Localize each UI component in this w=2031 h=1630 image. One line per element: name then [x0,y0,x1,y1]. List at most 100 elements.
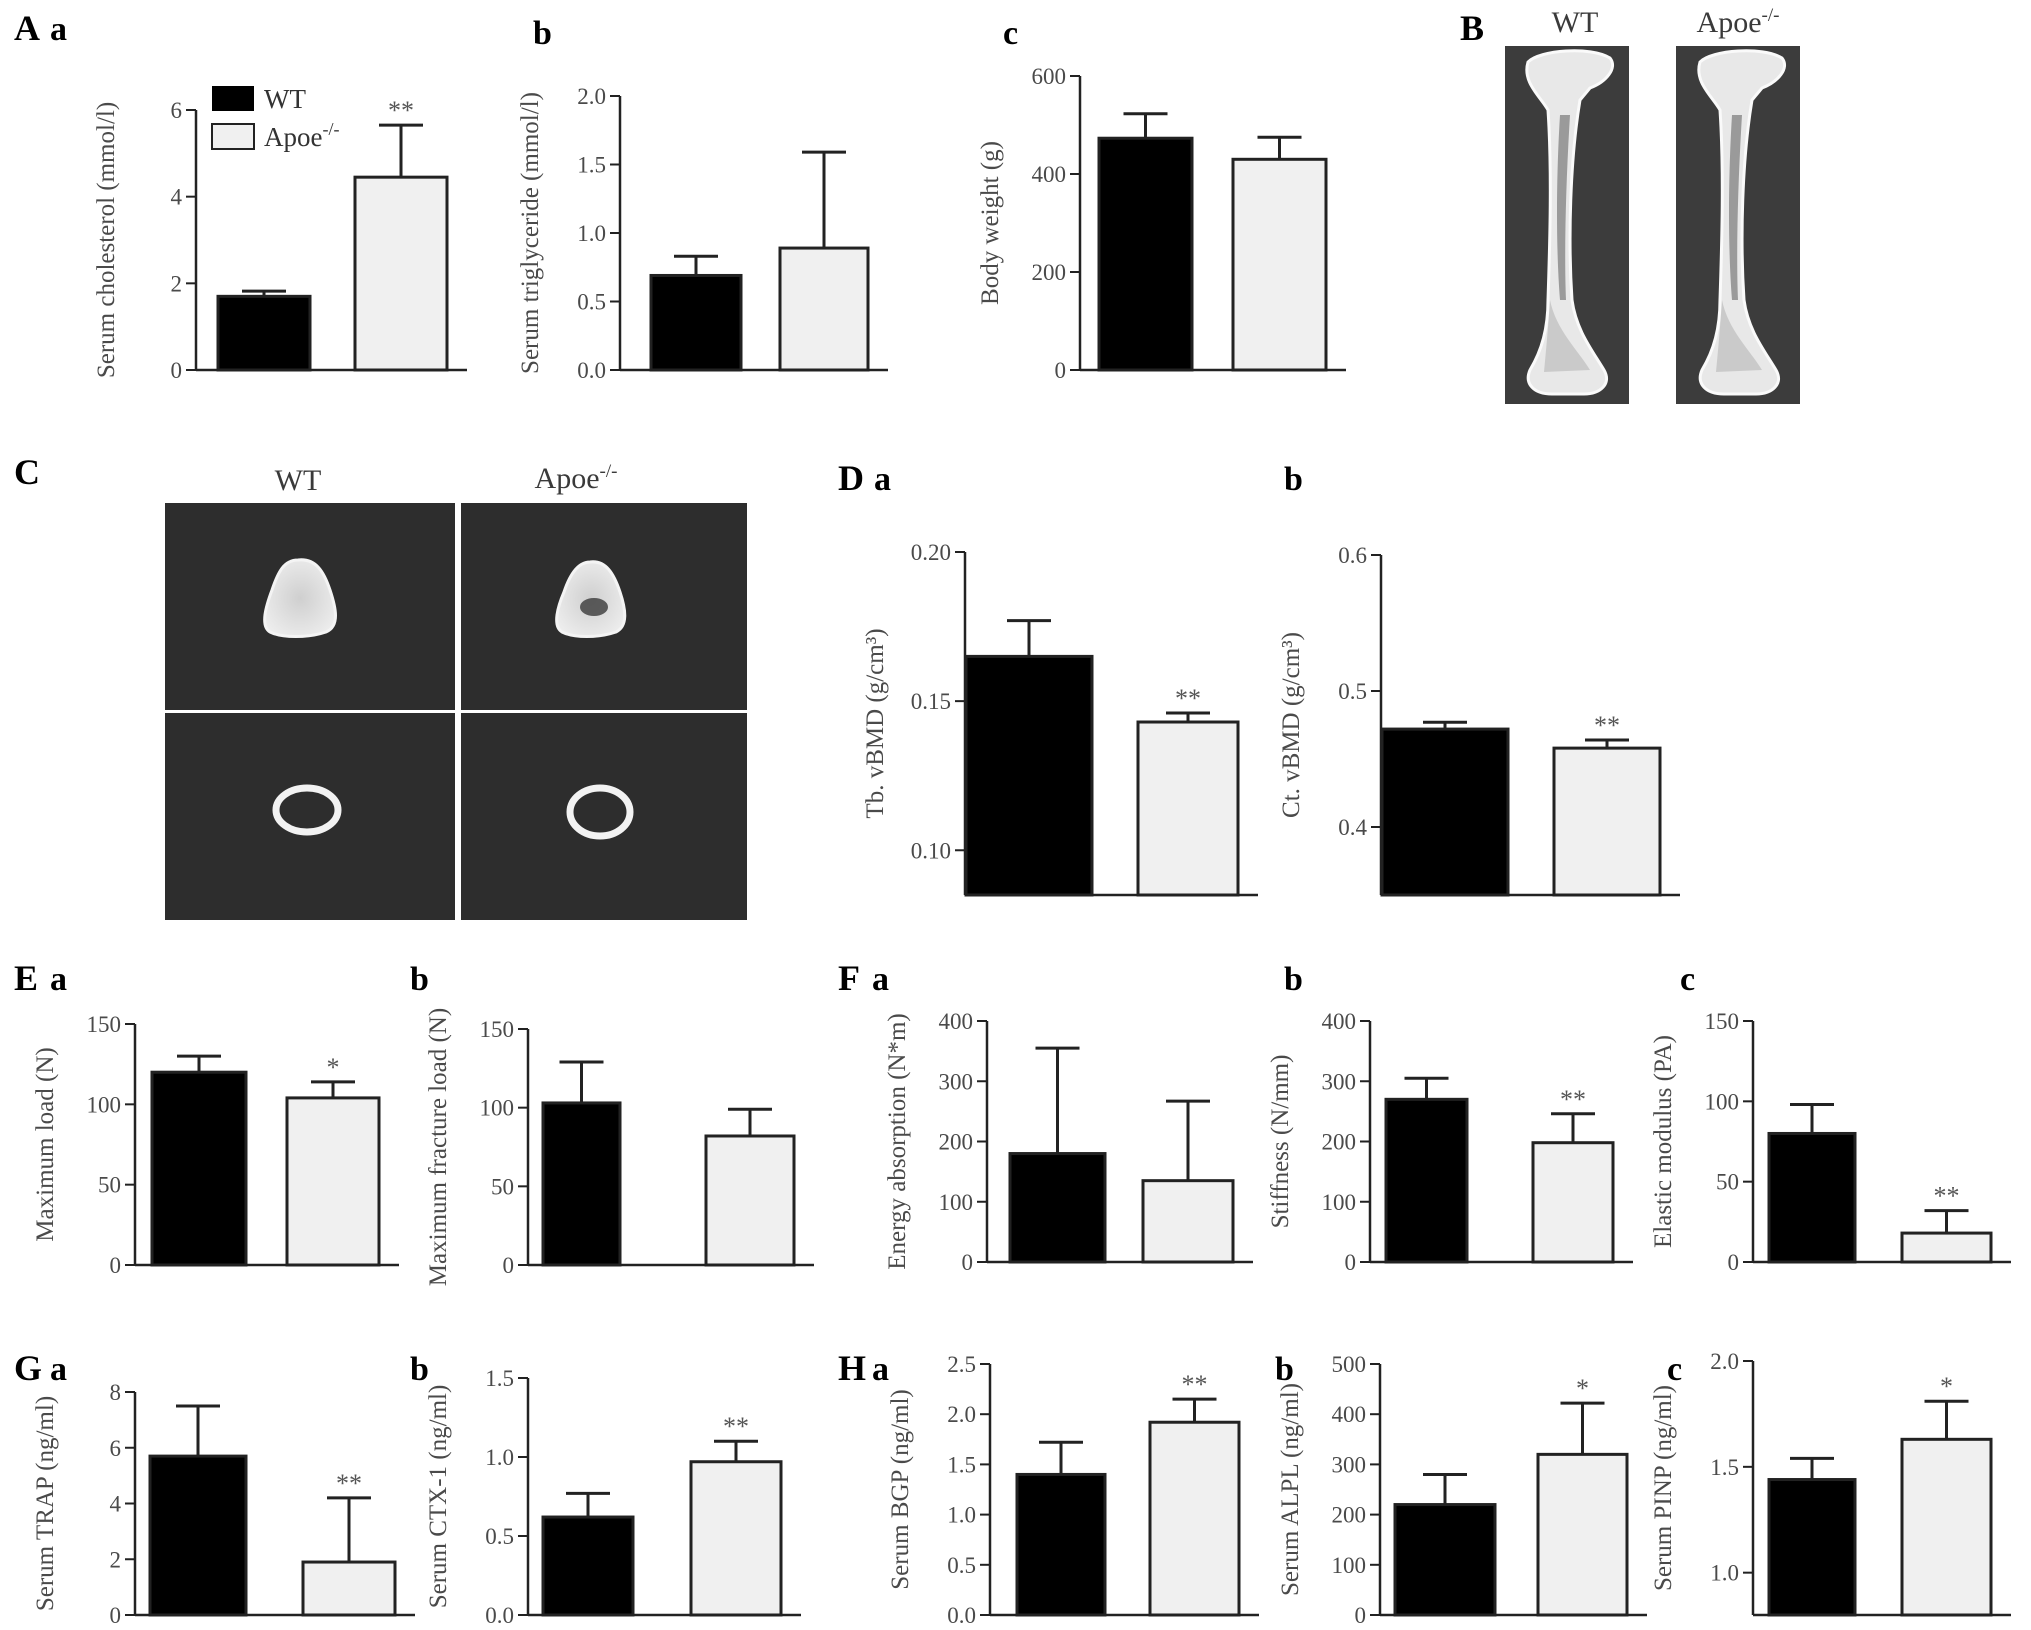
y-tick-label-Ea: 100 [87,1092,122,1117]
y-axis-label-Hc: Serum PINP (ng/ml) [1650,1385,1677,1591]
bar-Ea-apoe [285,1096,381,1267]
significance-Hc: * [1940,1372,1953,1401]
sub-letter-Hc: c [1667,1351,1682,1388]
y-tick-label-Da: 0.15 [911,689,951,714]
bar-Aa-wt [216,294,312,372]
y-tick-label-Ab: 2.0 [577,84,606,109]
sub-letter-Aa: a [50,11,67,48]
femur-ct-images: WT Apoe-/- [1505,5,1800,404]
significance-Fb: ** [1560,1085,1586,1114]
y-tick-label-Aa: 6 [171,98,183,123]
bar-Da-apoe [1136,720,1240,897]
y-tick-label-Gb: 0.0 [485,1603,514,1628]
legend-label-apoe: Apoe-/- [264,119,339,152]
y-tick-label-Fa: 200 [939,1130,974,1155]
y-tick-label-Ab: 1.5 [577,153,606,178]
sub-letter-Da: a [874,461,891,498]
y-tick-label-Gb: 1.0 [485,1445,514,1470]
bar-Ea-wt [150,1070,248,1267]
y-tick-label-Hb: 500 [1332,1352,1367,1377]
cortical-section-wt [165,713,455,920]
panel-letter-B: B [1460,8,1484,48]
legend-swatch-wt [212,86,254,111]
femur-label-apoe: Apoe-/- [1697,5,1780,39]
bar-Ac-wt [1097,136,1194,372]
chart-Ha: 0.0 0.5 1.0 1.5 2.0 2.5 Serum BGP (ng/ml) ** [887,1352,1259,1628]
panel-letter-D: D [838,458,864,498]
sub-letter-Ac: c [1003,15,1018,52]
significance-Ha: ** [1182,1370,1208,1399]
panel-letter-C: C [14,452,40,492]
y-tick-label-Ac: 200 [1032,260,1067,285]
y-tick-label-Ga: 8 [110,1380,122,1405]
y-tick-label-Ha: 1.5 [947,1452,976,1477]
y-tick-label-Eb: 0 [503,1253,515,1278]
y-tick-label-Hc: 1.0 [1710,1561,1739,1586]
panel-letter-H: H [838,1348,866,1388]
chart-Ga: 0 2 4 6 8 Serum TRAP (ng/ml) ** [32,1380,415,1628]
panel-letter-F: F [838,958,860,998]
legend: WT Apoe-/- [211,84,339,152]
significance-Ea: * [327,1053,340,1082]
bar-Fb-wt [1384,1097,1469,1264]
chart-Eb: 0 50 100 150 Maximum fracture load (N) [425,1008,814,1286]
y-tick-label-Gb: 1.5 [485,1366,514,1391]
y-tick-label-Eb: 100 [480,1096,515,1121]
y-tick-label-Ac: 0 [1055,358,1067,383]
bar-Ac-apoe [1231,157,1328,372]
y-axis-label-Hb: Serum ALPL (ng/ml) [1277,1383,1304,1596]
legend-swatch-apoe [211,123,255,150]
significance-Aa: ** [388,96,414,125]
y-axis-label-Gb: Serum CTX-1 (ng/ml) [425,1385,452,1609]
sub-letter-Ab: b [533,15,552,52]
y-tick-label-Eb: 150 [480,1017,515,1042]
y-tick-label-Hb: 100 [1332,1553,1367,1578]
y-tick-label-Hc: 1.5 [1710,1455,1739,1480]
y-tick-label-Ga: 4 [110,1492,122,1517]
panel-letter-E: E [14,958,38,998]
femur-marrow-wt [1557,115,1570,300]
sub-letter-Ea: a [50,961,67,998]
chart-Fc: 0 50 100 150 Elastic modulus (PA) ** [1650,1009,2011,1275]
bar-Fa-wt [1008,1152,1107,1264]
y-tick-label-Ac: 400 [1032,162,1067,187]
significance-Ga: ** [336,1469,362,1498]
bar-Hb-wt [1393,1503,1497,1617]
y-axis-label-Da: Tb. vBMD (g/cm³) [862,628,889,818]
y-tick-label-Fb: 0 [1345,1250,1357,1275]
bar-Hb-apoe [1536,1452,1629,1617]
y-tick-label-Ac: 600 [1032,64,1067,89]
y-axis-label-Fb: Stiffness (N/mm) [1267,1055,1294,1229]
femur-trabecular-wt [1544,300,1590,372]
chart-Db: 0.4 0.5 0.6 Ct. vBMD (g/cm³) ** [1278,543,1680,897]
bar-Fa-apoe [1141,1179,1235,1264]
bar-Ga-apoe [301,1560,397,1617]
y-tick-label-Db: 0.5 [1338,679,1367,704]
bar-Ab-apoe [778,246,870,372]
significance-Da: ** [1175,684,1201,713]
y-tick-label-Fb: 100 [1322,1190,1357,1215]
y-tick-label-Ea: 0 [110,1253,122,1278]
y-tick-label-Ga: 0 [110,1603,122,1628]
y-tick-label-Ga: 2 [110,1547,122,1572]
y-tick-label-Ha: 2.0 [947,1402,976,1427]
panel-letter-G: G [14,1348,42,1388]
bar-Ga-wt [148,1454,248,1617]
y-tick-label-Gb: 0.5 [485,1524,514,1549]
y-tick-label-Hb: 0 [1355,1603,1367,1628]
bar-Ha-apoe [1148,1420,1241,1617]
femur-bone-wt [1525,49,1614,396]
y-tick-label-Hb: 300 [1332,1452,1367,1477]
bar-Ha-wt [1015,1472,1107,1617]
chart-Ab: 0.0 0.5 1.0 1.5 2.0 Serum triglyceride (mmol/… [517,84,888,383]
bar-Hc-wt [1767,1478,1857,1617]
y-tick-label-Hb: 200 [1332,1503,1367,1528]
y-axis-label-Ga: Serum TRAP (ng/ml) [32,1396,59,1611]
y-tick-label-Ab: 0.5 [577,290,606,315]
y-tick-label-Fb: 400 [1322,1009,1357,1034]
y-tick-label-Ha: 2.5 [947,1352,976,1377]
bar-Fb-apoe [1531,1141,1615,1264]
bar-Eb-wt [541,1101,622,1267]
y-tick-label-Db: 0.4 [1338,815,1367,840]
